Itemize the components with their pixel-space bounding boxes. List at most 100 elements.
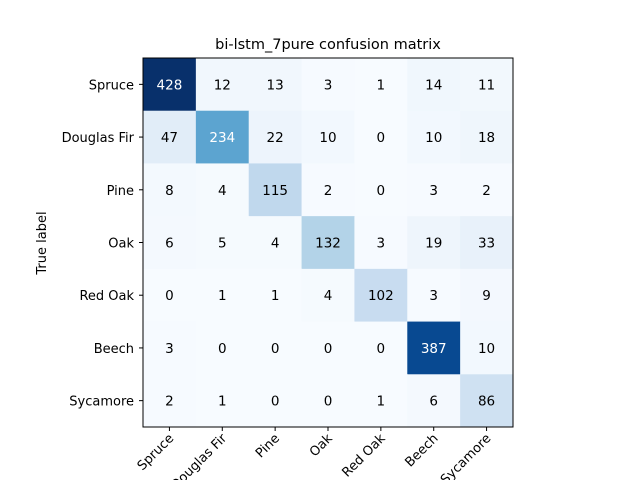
- cell-value-spruce-oak: 3: [324, 77, 333, 93]
- cell-value-douglas-fir-pine: 22: [267, 130, 284, 146]
- cell-oak-red-oak: [354, 216, 408, 270]
- cell-value-pine-beech: 3: [429, 183, 438, 199]
- y-tick-label-spruce: Spruce: [89, 78, 134, 93]
- chart-title: bi-lstm_7pure confusion matrix: [215, 37, 441, 53]
- cell-red-oak-douglas-fir: [195, 268, 250, 323]
- cell-value-pine-oak: 2: [324, 183, 333, 199]
- cell-beech-sycamore: [460, 321, 514, 375]
- cell-douglas-fir-spruce: [143, 110, 197, 164]
- cell-pine-douglas-fir: [195, 163, 250, 217]
- cell-value-pine-red-oak: 0: [377, 183, 386, 199]
- cell-douglas-fir-beech: [407, 110, 461, 164]
- cell-pine-pine: [248, 163, 303, 217]
- cell-value-beech-spruce: 3: [165, 341, 174, 357]
- cell-value-spruce-red-oak: 1: [377, 77, 386, 93]
- cell-pine-beech: [407, 163, 461, 217]
- cell-oak-spruce: [143, 216, 197, 270]
- cell-sycamore-oak: [301, 374, 355, 428]
- cell-value-douglas-fir-douglas-fir: 234: [209, 130, 235, 146]
- cell-red-oak-beech: [407, 268, 461, 323]
- cell-spruce-spruce: [143, 58, 197, 112]
- cell-sycamore-douglas-fir: [195, 374, 250, 428]
- cell-value-red-oak-pine: 1: [271, 288, 280, 304]
- y-tick-label-pine: Pine: [107, 184, 134, 199]
- cell-value-sycamore-red-oak: 1: [377, 394, 386, 410]
- cell-value-douglas-fir-red-oak: 0: [377, 130, 386, 146]
- cell-value-beech-red-oak: 0: [377, 341, 386, 357]
- x-tick-label-sycamore: Sycamore: [438, 431, 494, 480]
- cell-sycamore-spruce: [143, 374, 197, 428]
- cell-douglas-fir-red-oak: [354, 110, 408, 164]
- y-tick-label-douglas-fir: Douglas Fir: [62, 131, 135, 146]
- cell-sycamore-red-oak: [354, 374, 408, 428]
- cell-value-douglas-fir-beech: 10: [425, 130, 442, 146]
- cell-douglas-fir-sycamore: [460, 110, 514, 164]
- cell-value-beech-oak: 0: [324, 341, 333, 357]
- x-tick-label-spruce: Spruce: [135, 431, 178, 474]
- x-tick-label-oak: Oak: [307, 431, 336, 460]
- cell-spruce-beech: [407, 58, 461, 112]
- cell-value-sycamore-sycamore: 86: [478, 394, 495, 410]
- y-axis-label: True label: [35, 211, 50, 275]
- cell-spruce-sycamore: [460, 58, 514, 112]
- cell-douglas-fir-oak: [301, 110, 355, 164]
- cell-value-red-oak-sycamore: 9: [482, 288, 491, 304]
- cell-value-red-oak-oak: 4: [324, 288, 333, 304]
- cell-value-sycamore-beech: 6: [429, 394, 438, 410]
- y-axis: Spruce Douglas Fir Pine Oak Red Oak Beech Syca…: [62, 78, 143, 410]
- cell-value-beech-douglas-fir: 0: [218, 341, 227, 357]
- cell-pine-sycamore: [460, 163, 514, 217]
- cell-red-oak-sycamore: [460, 268, 514, 323]
- cell-value-pine-sycamore: 2: [482, 183, 491, 199]
- cell-value-red-oak-beech: 3: [429, 288, 438, 304]
- cell-oak-beech: [407, 216, 461, 270]
- cell-sycamore-sycamore: [460, 374, 514, 428]
- cell-value-oak-oak: 132: [315, 236, 341, 252]
- cell-value-sycamore-spruce: 2: [165, 394, 174, 410]
- cell-beech-spruce: [143, 321, 197, 375]
- cell-pine-oak: [301, 163, 355, 217]
- x-tick-label-beech: Beech: [402, 431, 441, 470]
- x-tick-label-pine: Pine: [253, 431, 283, 461]
- cell-red-oak-oak: [301, 268, 355, 323]
- cell-red-oak-spruce: [143, 268, 197, 323]
- cell-value-pine-douglas-fir: 4: [218, 183, 227, 199]
- cell-value-sycamore-pine: 0: [271, 394, 280, 410]
- y-tick-label-red-oak: Red Oak: [79, 289, 134, 304]
- x-tick-label-red-oak: Red Oak: [339, 431, 389, 480]
- cell-value-douglas-fir-spruce: 47: [161, 130, 178, 146]
- cell-value-sycamore-oak: 0: [324, 394, 333, 410]
- cell-beech-pine: [248, 321, 303, 375]
- cell-value-spruce-douglas-fir: 12: [214, 77, 231, 93]
- cell-sycamore-pine: [248, 374, 303, 428]
- cell-douglas-fir-pine: [248, 110, 303, 164]
- cell-value-sycamore-douglas-fir: 1: [218, 394, 227, 410]
- cell-value-beech-sycamore: 10: [478, 341, 495, 357]
- cell-value-spruce-spruce: 428: [157, 77, 183, 93]
- cell-value-beech-beech: 387: [421, 341, 447, 357]
- cell-beech-beech: [407, 321, 461, 375]
- cell-value-spruce-beech: 14: [425, 77, 442, 93]
- cell-value-oak-spruce: 6: [165, 236, 174, 252]
- cell-value-douglas-fir-sycamore: 18: [478, 130, 495, 146]
- y-tick-label-sycamore: Sycamore: [69, 395, 134, 410]
- cell-spruce-pine: [248, 58, 303, 112]
- cell-oak-pine: [248, 216, 303, 270]
- cell-beech-oak: [301, 321, 355, 375]
- cell-value-spruce-sycamore: 11: [478, 77, 495, 93]
- x-tick-label-douglas-fir: Douglas Fir: [168, 431, 230, 480]
- cell-sycamore-beech: [407, 374, 461, 428]
- cell-red-oak-pine: [248, 268, 303, 323]
- cell-oak-oak: [301, 216, 355, 270]
- cell-value-pine-spruce: 8: [165, 183, 174, 199]
- cell-oak-sycamore: [460, 216, 514, 270]
- cell-value-douglas-fir-oak: 10: [319, 130, 336, 146]
- cell-spruce-red-oak: [354, 58, 408, 112]
- cell-value-oak-sycamore: 33: [478, 236, 495, 252]
- cell-oak-douglas-fir: [195, 216, 250, 270]
- cell-value-pine-pine: 115: [262, 183, 288, 199]
- cell-value-oak-douglas-fir: 5: [218, 236, 227, 252]
- cell-value-oak-beech: 19: [425, 236, 442, 252]
